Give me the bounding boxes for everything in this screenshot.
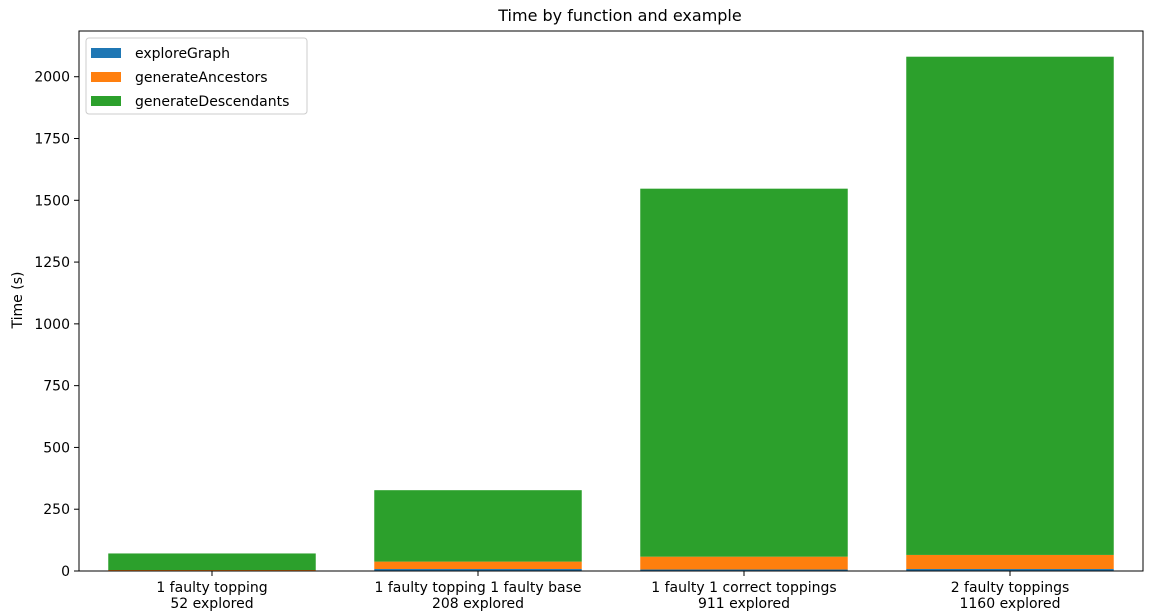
bars-group	[108, 56, 1114, 571]
y-tick-label: 750	[43, 379, 70, 395]
y-axis-label: Time (s)	[10, 272, 26, 330]
legend-label-generateDescendants: generateDescendants	[135, 94, 289, 110]
plot-frame	[78, 30, 1144, 572]
legend-label-generateAncestors: generateAncestors	[135, 70, 268, 86]
y-tick-label: 1000	[34, 317, 70, 333]
y-tick-label: 1500	[34, 193, 70, 209]
x-tick-label: 1 faulty 1 correct toppings	[651, 580, 836, 596]
bar-exploreGraph-3	[906, 569, 1114, 571]
legend-swatch-generateAncestors	[91, 72, 121, 82]
x-tick-label: 1 faulty topping	[156, 580, 267, 596]
bar-exploreGraph-2	[640, 569, 848, 571]
chart-title: Time by function and example	[497, 6, 741, 25]
y-tick-label: 1250	[34, 255, 70, 271]
bar-generateAncestors-2	[640, 556, 848, 570]
bar-generateDescendants-1	[374, 490, 582, 562]
legend-box	[85, 37, 308, 115]
x-tick-label: 208 explored	[432, 596, 524, 612]
y-tick-label: 1750	[34, 132, 70, 148]
bar-generateAncestors-0	[108, 570, 316, 571]
legend-swatch-generateDescendants	[91, 96, 121, 106]
bar-generateDescendants-2	[640, 188, 848, 557]
legend: exploreGraph generateAncestors generateDes…	[85, 37, 308, 115]
x-tick-label: 1 faulty topping 1 faulty base	[374, 580, 581, 596]
legend-label-exploreGraph: exploreGraph	[135, 46, 230, 62]
x-tick-label: 52 explored	[170, 596, 253, 612]
bar-generateDescendants-3	[906, 56, 1114, 555]
y-tick-label: 500	[43, 440, 70, 456]
x-tick-label: 911 explored	[698, 596, 790, 612]
bar-generateDescendants-0	[108, 553, 316, 571]
bar-generateAncestors-3	[906, 554, 1114, 570]
bar-generateAncestors-1	[374, 561, 582, 570]
bar-exploreGraph-1	[374, 569, 582, 571]
y-tick-label: 250	[43, 502, 70, 518]
y-tick-label: 0	[61, 564, 70, 580]
x-tick-label: 2 faulty toppings	[951, 580, 1070, 596]
legend-swatch-exploreGraph	[91, 48, 121, 58]
y-tick-label: 2000	[34, 70, 70, 86]
x-tick-label: 1160 explored	[959, 596, 1060, 612]
